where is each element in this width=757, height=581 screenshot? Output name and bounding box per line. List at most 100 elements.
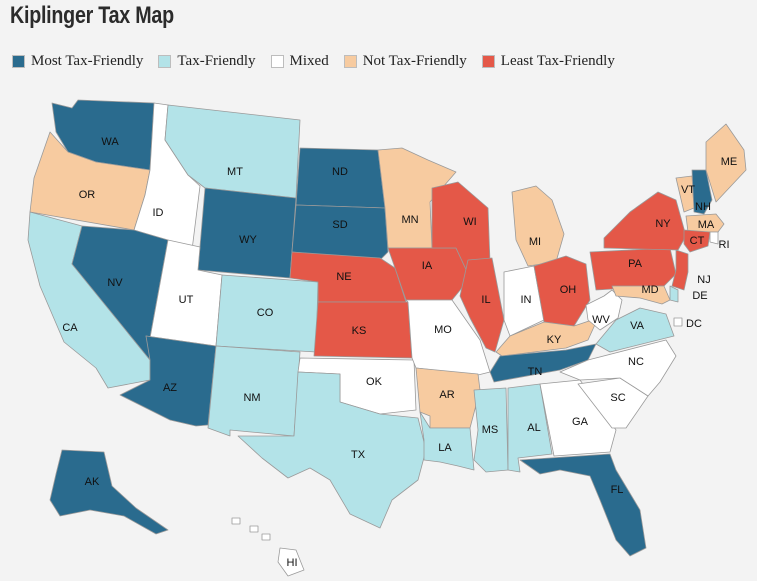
state-ms[interactable] [473,387,509,473]
state-label-co: CO [257,307,274,319]
state-label-oh: OH [560,284,577,296]
state-label-id: ID [153,207,164,219]
state-label-vt: VT [681,184,695,196]
legend-swatch-mixed [270,55,284,68]
map-title: Kiplinger Tax Map [10,2,174,29]
legend-item-most: Most Tax-Friendly [12,53,143,70]
legend-swatch-most [12,55,25,68]
state-label-hi: HI [287,557,298,569]
state-label-me: ME [721,156,738,168]
state-sc[interactable] [577,377,649,429]
state-nd[interactable] [295,147,386,209]
legend-item-not: Not Tax-Friendly [343,53,467,70]
state-md[interactable] [611,285,671,305]
state-label-az: AZ [163,382,177,394]
state-va[interactable] [595,307,675,353]
state-label-la: LA [438,442,452,454]
legend-swatch-not [343,55,357,68]
state-nj[interactable] [671,249,689,291]
state-label-nm: NM [243,392,260,404]
state-fl[interactable] [519,453,647,557]
state-label-ma: MA [698,219,715,231]
state-de[interactable] [669,285,679,303]
state-tx[interactable] [237,371,427,529]
legend-item-tax: Tax-Friendly [158,53,256,70]
state-label-nj: NJ [697,274,710,286]
state-label-ga: GA [572,416,589,428]
state-label-tx: TX [351,449,366,461]
state-label-dc: DC [686,318,702,330]
state-nc[interactable] [559,339,677,397]
state-ri[interactable] [709,231,719,245]
state-label-wy: WY [239,234,257,246]
state-label-al: AL [527,422,540,434]
state-label-ct: CT [690,235,705,247]
legend: Most Tax-Friendly Tax-Friendly Mixed Not Ta… [12,53,630,70]
state-label-ks: KS [352,325,367,337]
state-label-sd: SD [332,219,347,231]
state-mi[interactable] [511,185,565,267]
state-label-nh: NH [695,201,711,213]
state-ma[interactable] [685,213,725,233]
state-label-wv: WV [592,314,610,326]
state-label-nc: NC [628,356,644,368]
state-label-mt: MT [227,166,243,178]
legend-label-least: Least Tax-Friendly [500,53,615,69]
state-wv[interactable] [585,289,623,331]
legend-label-most: Most Tax-Friendly [31,53,144,69]
state-label-pa: PA [628,258,643,270]
state-la[interactable] [419,411,475,471]
state-label-fl: FL [611,484,624,496]
legend-swatch-least [481,55,495,68]
state-ak[interactable] [49,449,169,535]
state-ct[interactable] [683,229,711,253]
state-label-ak: AK [85,476,100,488]
state-nh[interactable] [691,169,713,215]
state-mn[interactable] [377,147,457,249]
state-label-mi: MI [529,236,541,248]
state-label-ar: AR [439,389,454,401]
state-label-sc: SC [610,392,625,404]
state-label-nd: ND [332,166,348,178]
state-ga[interactable] [539,379,617,457]
state-label-de: DE [692,290,707,302]
labels-layer: WA OR CA ID NV MT WY UT AZ CO NM ND SD NE KS OK TX MN IA MO… [62,136,737,569]
state-label-ri: RI [719,239,730,251]
state-label-md: MD [641,284,658,296]
state-label-ok: OK [366,376,383,388]
state-il[interactable] [459,257,505,353]
states-layer [27,99,747,577]
state-tn[interactable] [489,343,597,383]
state-dc[interactable] [673,317,683,327]
state-nm[interactable] [207,345,301,437]
state-label-in: IN [521,294,532,306]
state-label-ne: NE [336,271,351,283]
legend-item-least: Least Tax-Friendly [481,53,615,70]
state-ny[interactable] [603,191,687,251]
state-label-mn: MN [401,214,418,226]
state-label-mo: MO [434,324,452,336]
state-label-nv: NV [107,277,123,289]
state-label-wi: WI [463,216,476,228]
legend-item-mixed: Mixed [270,53,329,70]
state-label-ky: KY [547,334,562,346]
state-hi[interactable] [231,517,305,577]
state-label-ny: NY [655,218,671,230]
legend-label-tax: Tax-Friendly [177,53,256,69]
state-label-ms: MS [482,424,499,436]
state-me[interactable] [705,123,747,203]
state-label-tn: TN [528,366,543,378]
state-label-wa: WA [101,136,119,148]
legend-label-mixed: Mixed [289,53,329,69]
state-label-va: VA [630,320,645,332]
state-in[interactable] [503,265,545,337]
state-label-ut: UT [179,294,194,306]
state-label-il: IL [481,294,490,306]
state-label-ia: IA [422,260,433,272]
state-sd[interactable] [291,204,389,261]
legend-swatch-tax [158,55,172,68]
legend-label-not: Not Tax-Friendly [362,53,467,69]
state-label-ca: CA [62,322,78,334]
state-label-or: OR [79,189,96,201]
